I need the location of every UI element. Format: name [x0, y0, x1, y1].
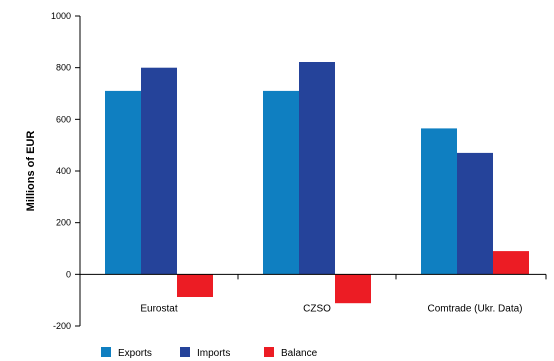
- legend: Exports Imports Balance: [101, 347, 318, 359]
- y-tick-label: -200: [53, 321, 71, 331]
- legend-swatch-exports: [101, 347, 111, 357]
- category-label: Comtrade (Ukr. Data): [427, 303, 522, 314]
- y-tick-label: 600: [56, 114, 71, 124]
- bar-imports-3: [457, 152, 493, 275]
- legend-swatch-imports: [180, 347, 190, 357]
- category-label: CZSO: [303, 303, 331, 314]
- bar-exports-3: [421, 128, 457, 275]
- bar-balance-2: [335, 274, 371, 304]
- bar-imports-2: [299, 62, 335, 275]
- y-tick-label: 400: [56, 166, 71, 176]
- y-tick-label: 800: [56, 63, 71, 73]
- bars: [105, 62, 529, 304]
- bar-balance-1: [177, 274, 213, 297]
- bar-balance-3: [493, 251, 529, 275]
- y-axis-title: Millions of EUR: [25, 131, 37, 212]
- y-axis-ticks: -200 0 200 400 600 800 1000: [51, 11, 80, 331]
- legend-swatch-balance: [264, 347, 274, 357]
- axes: [79, 16, 547, 326]
- category-labels: Eurostat CZSO Comtrade (Ukr. Data): [140, 303, 522, 314]
- y-tick-label: 1000: [51, 11, 71, 21]
- y-tick-label: 0: [66, 269, 71, 279]
- bar-imports-1: [141, 67, 177, 275]
- bar-exports-2: [263, 90, 299, 275]
- category-label: Eurostat: [140, 303, 177, 314]
- bar-exports-1: [105, 90, 141, 275]
- legend-label-balance: Balance: [281, 348, 318, 359]
- y-tick-label: 200: [56, 218, 71, 228]
- legend-label-imports: Imports: [197, 348, 230, 359]
- legend-label-exports: Exports: [118, 348, 152, 359]
